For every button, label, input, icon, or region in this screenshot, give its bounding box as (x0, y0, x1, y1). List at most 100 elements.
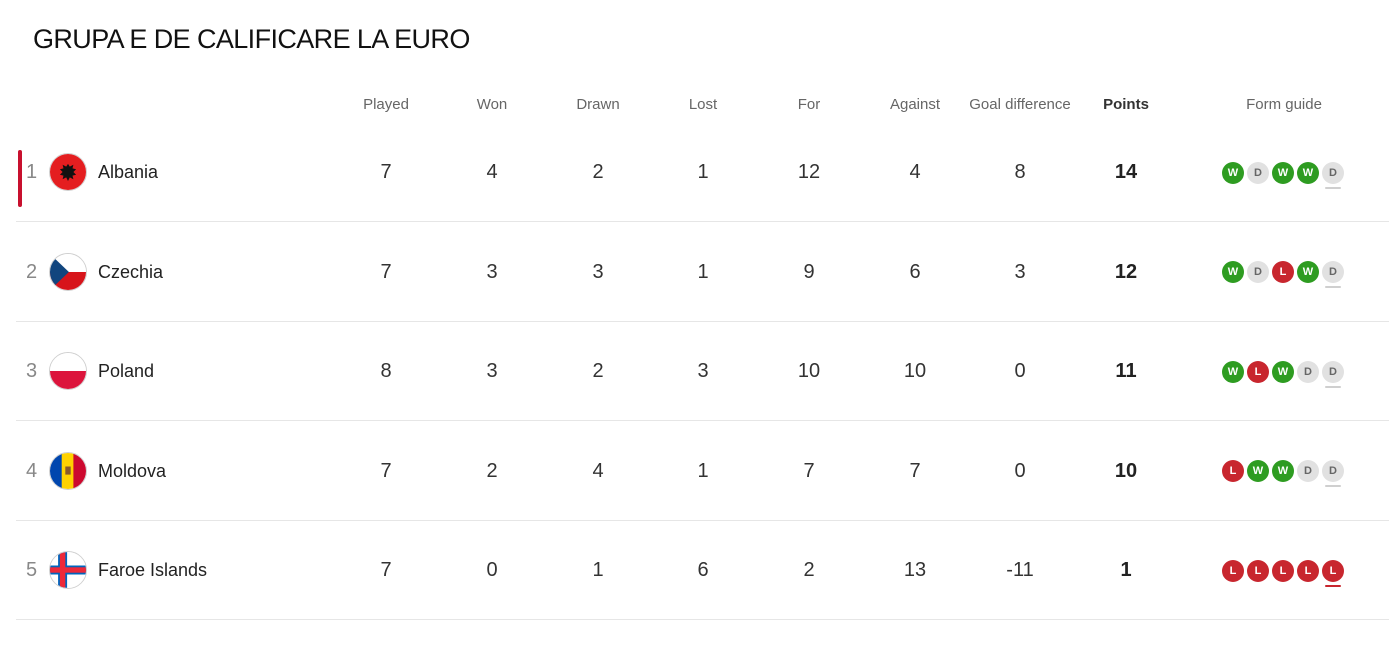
form-badge[interactable]: L (1247, 559, 1269, 582)
cell-won: 3 (486, 260, 498, 283)
form-badge[interactable]: W (1222, 261, 1244, 283)
cell-drawn: 1 (592, 559, 604, 581)
cell-against: 6 (909, 260, 921, 283)
form-badge[interactable]: W (1272, 460, 1294, 482)
form-badge[interactable]: L (1322, 559, 1344, 587)
form-badge[interactable]: D (1322, 161, 1344, 189)
cell-drawn: 4 (592, 459, 604, 482)
team-name[interactable]: Poland (98, 361, 155, 381)
cell-against: 10 (903, 360, 927, 382)
position: 5 (26, 559, 38, 581)
header-goal-difference: Goal difference (969, 96, 1071, 113)
table-header: Played Won Drawn Lost For Against Goal d… (0, 80, 1400, 130)
cell-lost: 3 (697, 360, 709, 382)
cell-played: 7 (380, 559, 392, 581)
header-lost: Lost (688, 96, 718, 113)
cell-points: 1 (1120, 559, 1132, 581)
cell-played: 7 (380, 459, 392, 482)
cell-lost: 6 (697, 559, 709, 581)
cell-won: 3 (486, 360, 498, 382)
header-points: Points (1103, 96, 1149, 113)
cell-points: 10 (1114, 459, 1138, 482)
form-badge[interactable]: L (1222, 559, 1244, 582)
poland-flag-icon (49, 352, 87, 390)
team-name[interactable]: Albania (98, 162, 159, 182)
form-badge[interactable]: W (1222, 360, 1244, 383)
cell-gd: 8 (1014, 161, 1026, 183)
form-badge[interactable]: W (1272, 360, 1294, 383)
team-name[interactable]: Faroe Islands (98, 560, 208, 580)
form-badge[interactable]: D (1322, 261, 1344, 288)
cell-points: 14 (1114, 161, 1138, 183)
table-row[interactable]: 2 Czechia 7 3 3 1 9 6 3 12 W D L W D (16, 223, 1389, 322)
header-played: Played (363, 96, 409, 113)
cell-for: 12 (797, 161, 821, 183)
form-badge[interactable]: W (1297, 161, 1319, 184)
cell-played: 8 (380, 360, 392, 382)
form-badge[interactable]: W (1247, 460, 1269, 482)
form-badge[interactable]: D (1322, 360, 1344, 388)
cell-for: 9 (803, 260, 815, 283)
czechia-flag-icon (49, 252, 87, 291)
cell-against: 7 (909, 459, 921, 482)
table-row[interactable]: 4 Moldova 7 2 4 1 7 7 0 10 L W W D D (16, 422, 1389, 521)
header-against: Against (889, 96, 941, 113)
leader-marker (18, 150, 22, 207)
header-won: Won (476, 96, 508, 113)
form-badge[interactable]: W (1272, 161, 1294, 184)
cell-played: 7 (380, 161, 392, 183)
form-badge[interactable]: D (1297, 460, 1319, 482)
form-badge[interactable]: D (1322, 460, 1344, 487)
table-row[interactable]: 3 Poland 8 3 2 3 10 10 0 11 W L W D D (16, 322, 1389, 421)
form-badge[interactable]: L (1297, 559, 1319, 582)
form-badge[interactable]: L (1272, 559, 1294, 582)
position: 3 (26, 360, 38, 382)
cell-gd: 0 (1014, 360, 1026, 382)
faroe-islands-flag-icon (49, 551, 87, 589)
cell-for: 7 (803, 459, 815, 482)
cell-drawn: 3 (592, 260, 604, 283)
position: 1 (26, 161, 38, 183)
form-badge[interactable]: W (1297, 261, 1319, 283)
team-name[interactable]: Czechia (98, 261, 164, 282)
form-badge[interactable]: W (1222, 161, 1244, 184)
table-row[interactable]: 5 Faroe Islands 7 0 1 6 2 13 -11 1 L L L L L (16, 521, 1389, 620)
form-badge[interactable]: L (1222, 460, 1244, 482)
page-title: GRUPA E DE CALIFICARE LA EURO (33, 24, 470, 54)
cell-against: 4 (909, 161, 921, 183)
position: 4 (26, 459, 38, 482)
cell-for: 2 (803, 559, 815, 581)
cell-gd: -11 (1006, 559, 1034, 581)
cell-drawn: 2 (592, 360, 604, 382)
cell-for: 10 (797, 360, 821, 382)
form-badge[interactable]: L (1272, 261, 1294, 283)
cell-won: 4 (486, 161, 498, 183)
cell-against: 13 (903, 559, 927, 581)
team-name[interactable]: Moldova (98, 460, 167, 481)
position: 2 (26, 260, 38, 283)
cell-lost: 1 (697, 459, 709, 482)
cell-won: 2 (486, 459, 498, 482)
cell-lost: 1 (697, 260, 709, 283)
cell-gd: 3 (1014, 260, 1026, 283)
form-badge[interactable]: D (1247, 261, 1269, 283)
cell-points: 12 (1114, 260, 1138, 283)
cell-played: 7 (380, 260, 392, 283)
cell-drawn: 2 (592, 161, 604, 183)
cell-won: 0 (486, 559, 498, 581)
header-for: For (797, 96, 821, 113)
form-badge[interactable]: D (1297, 360, 1319, 383)
table-row[interactable]: 1 Albania 7 4 2 1 12 4 8 14 W D W W D (16, 123, 1389, 222)
form-badge[interactable]: D (1247, 161, 1269, 184)
cell-gd: 0 (1014, 459, 1026, 482)
header-form-guide: Form guide (1246, 96, 1322, 113)
cell-lost: 1 (697, 161, 709, 183)
cell-points: 11 (1115, 360, 1137, 382)
moldova-flag-icon (49, 451, 87, 490)
form-badge[interactable]: L (1247, 360, 1269, 383)
